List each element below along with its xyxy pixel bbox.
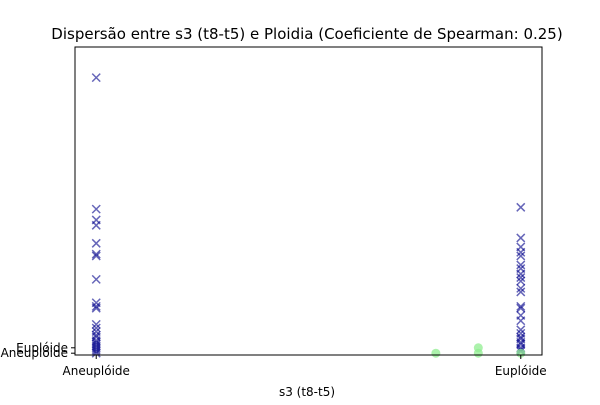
data-point-x-marker	[516, 269, 526, 279]
x-tick-label: Euplóide	[495, 364, 547, 378]
axes-frame	[74, 46, 543, 356]
data-point-x-marker	[91, 274, 101, 284]
data-point-x-marker	[91, 348, 101, 358]
data-point-x-marker	[91, 204, 101, 214]
data-point-x-marker	[91, 238, 101, 248]
data-point-x-marker	[516, 251, 526, 261]
data-point-circle-marker	[431, 348, 441, 358]
y-tick-label: Aneuplóide	[1, 346, 68, 360]
data-point-x-marker	[516, 247, 526, 257]
data-point-x-marker	[516, 260, 526, 270]
data-point-x-marker	[91, 220, 101, 230]
data-point-x-marker	[91, 319, 101, 329]
x-tick-label: Aneuplóide	[63, 364, 130, 378]
data-point-x-marker	[91, 346, 101, 356]
data-point-x-marker	[91, 301, 101, 311]
data-point-x-marker	[516, 276, 526, 286]
data-point-x-marker	[91, 249, 101, 259]
data-point-x-marker	[516, 325, 526, 335]
data-point-x-marker	[91, 251, 101, 261]
data-point-x-marker	[516, 316, 526, 326]
y-tick-label: Euplóide	[16, 341, 68, 355]
data-point-x-marker	[516, 273, 526, 283]
data-point-x-marker	[516, 301, 526, 311]
data-point-x-marker	[516, 283, 526, 293]
data-point-x-marker	[91, 73, 101, 83]
chart-title: Dispersão entre s3 (t8-t5) e Ploidia (Co…	[51, 25, 562, 43]
data-point-x-marker	[516, 233, 526, 243]
data-point-x-marker	[91, 345, 101, 355]
x-axis-label: s3 (t8-t5)	[279, 385, 335, 399]
data-point-x-marker	[91, 303, 101, 313]
data-point-x-marker	[91, 323, 101, 333]
data-point-x-marker	[516, 303, 526, 313]
data-point-x-marker	[516, 202, 526, 212]
plot-marks	[91, 73, 526, 358]
data-point-x-marker	[516, 287, 526, 297]
data-point-circle-marker	[473, 348, 483, 358]
